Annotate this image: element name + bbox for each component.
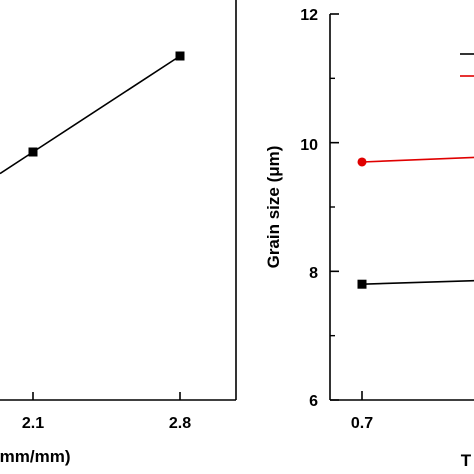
right-data-point (357, 279, 367, 289)
right-x-tick-label: 0.7 (351, 415, 373, 432)
left-x-axis-label: (mm/mm) (0, 447, 71, 466)
right-chart: 12 10 8 6 0.7 T Grain size (μm) (264, 7, 474, 470)
right-y-axis-label: Grain size (μm) (264, 146, 283, 269)
left-x-tick-label: 2.8 (169, 415, 191, 432)
left-x-ticks (32, 392, 181, 400)
left-data-point (28, 147, 38, 157)
right-legend (460, 53, 474, 77)
right-series-layer (357, 156, 474, 289)
right-y-tick-label: 6 (309, 393, 318, 410)
left-series-layer (0, 51, 185, 175)
left-series-line (0, 55, 181, 175)
right-series-line (361, 156, 474, 163)
right-series-line (361, 279, 474, 285)
right-y-tick-label: 12 (300, 7, 318, 24)
left-data-point (175, 51, 185, 61)
right-axis-ticks (330, 13, 363, 401)
right-y-tick-label: 10 (300, 137, 318, 154)
right-data-point (357, 157, 367, 167)
right-y-tick-label: 8 (309, 265, 318, 282)
left-x-tick-label: 2.1 (22, 415, 44, 432)
right-x-axis-label: T (461, 451, 472, 470)
left-chart: 2.1 2.8 (mm/mm) (0, 0, 237, 466)
